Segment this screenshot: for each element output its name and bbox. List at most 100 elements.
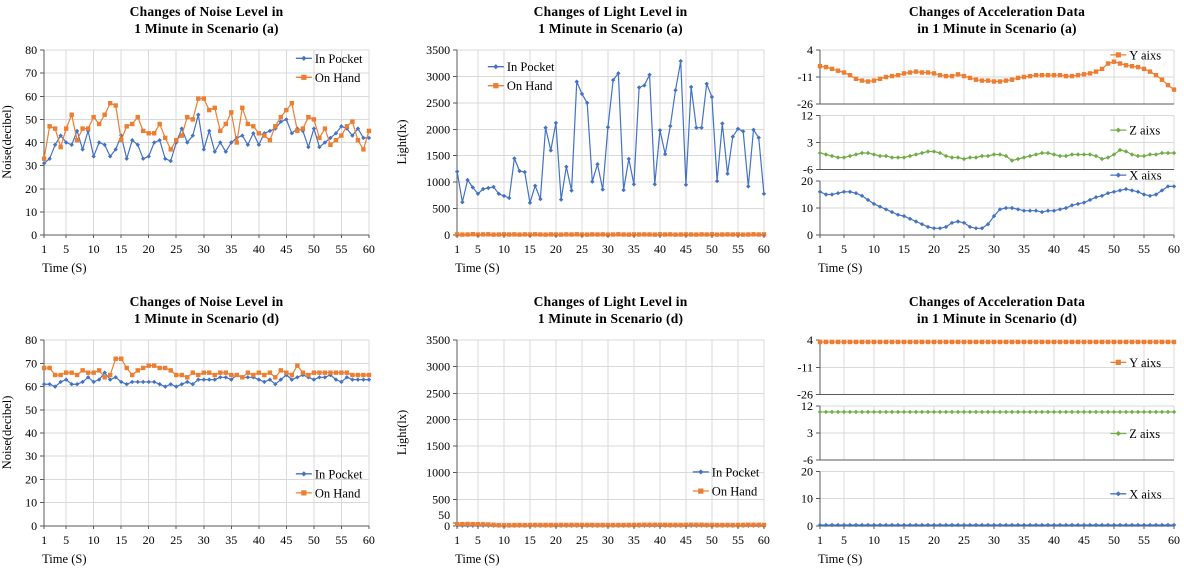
marker-diamond (985, 222, 991, 227)
marker-diamond (746, 184, 751, 189)
y-tick-label: 60 (25, 89, 37, 103)
marker-square (146, 363, 151, 368)
marker-diamond (1039, 522, 1045, 528)
marker-square (74, 372, 80, 378)
marker-diamond (720, 121, 725, 126)
x-tick-label: 45 (680, 533, 692, 547)
marker-diamond (1009, 205, 1015, 211)
marker-diamond (124, 382, 129, 387)
marker-square (600, 522, 605, 528)
marker-square (961, 339, 967, 345)
y-tick-label: 4 (807, 43, 813, 57)
y-tick-label: 70 (25, 66, 37, 80)
marker-square (853, 76, 859, 81)
marker-square (1115, 52, 1121, 58)
marker-diamond (949, 522, 955, 528)
x-tick-label: 35 (1018, 242, 1030, 256)
marker-diamond (913, 152, 919, 157)
marker-square (610, 232, 616, 237)
marker-diamond (1063, 205, 1069, 211)
marker-square (600, 232, 605, 237)
marker-square (883, 74, 889, 80)
marker-diamond (486, 185, 491, 191)
marker-square (1039, 73, 1045, 78)
marker-square (746, 522, 751, 528)
marker-square (344, 370, 350, 375)
marker-diamond (207, 377, 212, 382)
marker-square (1039, 339, 1045, 345)
marker-square (895, 339, 901, 345)
x-tick-label: 35 (225, 533, 237, 547)
marker-square (955, 339, 961, 345)
marker-diamond (130, 138, 135, 143)
marker-diamond (907, 216, 913, 221)
marker-square (289, 101, 295, 106)
chart-title-line1: Changes of Light Level in (534, 4, 688, 19)
marker-diamond (967, 155, 973, 160)
marker-diamond (1027, 409, 1033, 415)
marker-diamond (91, 379, 96, 385)
marker-square (207, 107, 212, 113)
y-tick-label: 10 (25, 496, 37, 510)
y-tick-label: 70 (25, 356, 37, 370)
marker-square (328, 142, 333, 147)
marker-diamond (1129, 152, 1135, 157)
marker-square (548, 232, 553, 237)
marker-square (1075, 73, 1081, 78)
y-tick-label: 1500 (426, 149, 450, 163)
x-tick-label: 30 (988, 242, 1000, 256)
marker-diamond (1111, 189, 1117, 194)
marker-square (714, 232, 720, 237)
marker-diamond (1033, 522, 1039, 528)
marker-diamond (460, 200, 465, 205)
marker-square (683, 522, 689, 528)
x-tick-label: 60 (758, 242, 770, 256)
marker-diamond (506, 195, 512, 201)
marker-square (517, 522, 522, 528)
y-tick-label: 0 (31, 228, 37, 242)
x-tick-label: 5 (841, 533, 847, 547)
marker-diamond (355, 377, 361, 382)
marker-diamond (1039, 209, 1045, 215)
marker-square (454, 521, 460, 527)
marker-diamond (919, 222, 925, 227)
marker-diamond (1105, 155, 1111, 160)
marker-square (240, 375, 245, 380)
marker-diamond (871, 152, 877, 157)
marker-diamond (895, 212, 901, 217)
marker-square (919, 339, 925, 345)
marker-diamond (1093, 522, 1099, 528)
marker-diamond (889, 209, 895, 215)
marker-square (107, 101, 113, 106)
marker-diamond (841, 155, 847, 160)
marker-diamond (997, 152, 1003, 157)
marker-diamond (1165, 522, 1171, 528)
marker-diamond (1159, 150, 1165, 156)
marker-diamond (512, 156, 517, 161)
marker-square (668, 232, 673, 237)
marker-diamond (961, 156, 967, 162)
marker-diamond (817, 150, 823, 156)
marker-square (1093, 69, 1099, 74)
chart-title-line2: 1 Minute in Scenario (a) (538, 21, 682, 36)
marker-square (96, 121, 102, 127)
marker-square (278, 368, 284, 373)
marker-square (574, 522, 579, 528)
marker-square (245, 370, 251, 375)
marker-diamond (841, 409, 847, 415)
y-tick-label: 2000 (426, 122, 450, 136)
marker-diamond (961, 220, 967, 225)
marker-diamond (1171, 522, 1177, 528)
marker-square (113, 356, 118, 361)
marker-diamond (344, 375, 350, 380)
marker-square (730, 522, 735, 528)
legend-label: On Hand (315, 486, 361, 500)
marker-diamond (1111, 409, 1117, 415)
marker-square (522, 232, 527, 237)
marker-diamond (877, 204, 883, 209)
marker-square (751, 232, 756, 237)
marker-square (91, 114, 96, 120)
marker-diamond (1099, 409, 1105, 415)
marker-square (543, 232, 548, 237)
y-tick-label: 2000 (426, 413, 450, 427)
